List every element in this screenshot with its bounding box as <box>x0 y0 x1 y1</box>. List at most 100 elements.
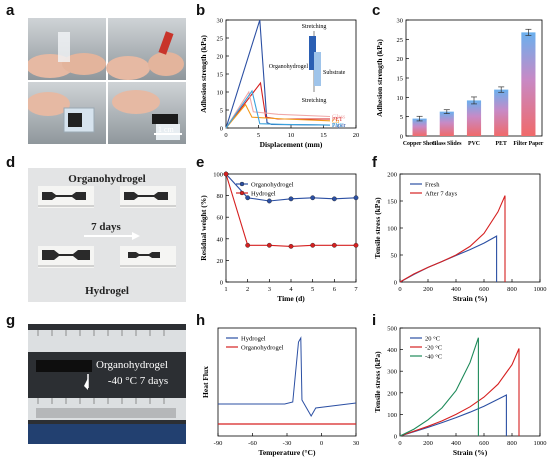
x-tick-label: 1000 <box>534 440 547 447</box>
chart-i: 0 200 400 600 800 1000 0 100 200 300 400 500 Strain … <box>373 326 547 458</box>
data-point <box>288 196 294 202</box>
x-tick-label: 4 <box>289 286 293 293</box>
series-end-label: Glass <box>332 114 346 120</box>
y-tick-label: 20 <box>397 56 404 63</box>
data-point <box>331 242 337 248</box>
panel-label-h: h <box>196 312 206 329</box>
x-tick-label: 0 <box>398 286 401 293</box>
x-axis-label: Strain (%) <box>453 294 488 303</box>
y-tick-label: 500 <box>387 326 397 333</box>
legend-label: Fresh <box>425 182 440 189</box>
inset-label-left: Organohydrogel <box>269 64 309 70</box>
photo-g: Organohydrogel -40 °C 7 days <box>28 324 186 444</box>
series-line <box>225 89 331 129</box>
panel-label-b: b <box>196 2 206 19</box>
y-tick-label: 200 <box>387 390 397 397</box>
plot-frame <box>217 327 357 437</box>
y-axis-label: Tensile stress (kPa) <box>373 197 382 259</box>
photo-d-mid-label: 7 days <box>91 221 121 233</box>
y-tick-label: 25 <box>217 36 224 43</box>
y-tick-label: 20 <box>217 258 224 265</box>
x-tick-label: 6 <box>333 286 337 293</box>
data-point <box>245 242 251 248</box>
y-axis-label: Tensile stress (kPa) <box>373 351 382 413</box>
series-line <box>399 394 507 437</box>
x-tick-label: 30 <box>353 440 360 447</box>
data-point <box>331 196 337 202</box>
plot-frame <box>225 173 357 283</box>
category-label: Filter Paper <box>513 141 543 147</box>
x-tick-label: -30 <box>283 440 292 447</box>
x-axis-label: Temperature (°C) <box>259 448 316 457</box>
y-tick-label: 60 <box>217 215 224 222</box>
data-point <box>245 195 251 201</box>
series-end-label: Paper <box>332 123 346 129</box>
data-point <box>353 242 359 248</box>
y-tick-label: 15 <box>217 72 224 79</box>
x-axis-label: Time (d) <box>277 294 305 303</box>
series-end-label: PET <box>332 117 343 123</box>
x-tick-label: 0 <box>398 440 401 447</box>
legend-label: Organohydrogel <box>241 345 284 352</box>
x-tick-label: 5 <box>257 132 260 139</box>
x-tick-label: 2 <box>246 286 249 293</box>
y-axis-label: Residual weight (%) <box>199 195 208 261</box>
chart-c: 0 5 10 15 20 25 30 Adhesion strength (kPa) Coppe… <box>375 18 544 148</box>
y-axis-label: Adhesion strength (kPa) <box>375 39 384 117</box>
y-tick-label: 150 <box>387 199 397 206</box>
legend-label: -40 °C <box>425 354 442 361</box>
data-point <box>266 242 272 248</box>
bar <box>412 118 427 136</box>
y-tick-label: 100 <box>387 226 397 233</box>
x-tick-label: 800 <box>507 286 517 293</box>
y-tick-label: 100 <box>387 412 397 419</box>
series-line <box>399 337 479 437</box>
y-tick-label: 20 <box>217 54 224 61</box>
inset-label-top: Stretching <box>302 24 327 30</box>
series-line <box>225 103 331 129</box>
y-tick-label: 300 <box>387 369 397 376</box>
panel-label-f: f <box>372 154 377 171</box>
photo-a: 1 cm <box>28 18 186 144</box>
y-tick-label: 30 <box>397 18 404 25</box>
x-tick-label: 3 <box>268 286 271 293</box>
x-tick-label: 600 <box>479 440 489 447</box>
series-line <box>399 348 520 437</box>
x-tick-label: 200 <box>423 440 433 447</box>
data-point <box>288 243 294 249</box>
panel-label-d: d <box>6 154 16 171</box>
x-tick-label: 10 <box>288 132 295 139</box>
photo-g-label-1: Organohydrogel <box>96 359 168 371</box>
scale-bar-label: 1 cm <box>158 125 175 134</box>
inset-label-bottom: Stretching <box>302 98 327 104</box>
series-line <box>399 195 506 283</box>
y-tick-label: 5 <box>220 108 223 115</box>
x-tick-label: 1 <box>224 286 227 293</box>
plot-frame <box>399 327 541 437</box>
chart-e: 1 2 3 4 5 6 7 0 20 40 60 80 100 Time (d) Residual weig… <box>199 171 359 303</box>
y-tick-label: 25 <box>397 37 404 44</box>
legend-marker <box>239 181 245 187</box>
plot-frame <box>399 173 541 283</box>
panel-label-c: c <box>372 2 381 19</box>
data-point <box>266 198 272 204</box>
category-label: Copper Sheet <box>403 141 437 147</box>
y-tick-label: 0 <box>400 134 403 141</box>
legend-label: Hydrogel <box>241 336 266 343</box>
y-tick-label: 10 <box>217 90 224 97</box>
legend-label: Organohydrogel <box>251 182 294 189</box>
x-tick-label: 1000 <box>534 286 547 293</box>
bar <box>466 100 482 136</box>
data-point <box>223 171 229 177</box>
y-tick-label: 5 <box>400 114 403 121</box>
series-line <box>225 90 331 129</box>
x-tick-label: 0 <box>224 132 227 139</box>
y-tick-label: 200 <box>387 172 397 179</box>
photo-d: Organohydrogel 7 days Hydrogel <box>28 168 186 302</box>
x-tick-label: 15 <box>320 132 327 139</box>
y-tick-label: 0 <box>220 126 223 133</box>
data-point <box>310 242 316 248</box>
legend-label: After 7 days <box>425 191 458 198</box>
chart-b: 0 5 10 15 20 0 5 10 15 20 25 30 Displacement (mm) Adh… <box>199 18 359 150</box>
legend-label: Hydrogel <box>251 191 276 198</box>
